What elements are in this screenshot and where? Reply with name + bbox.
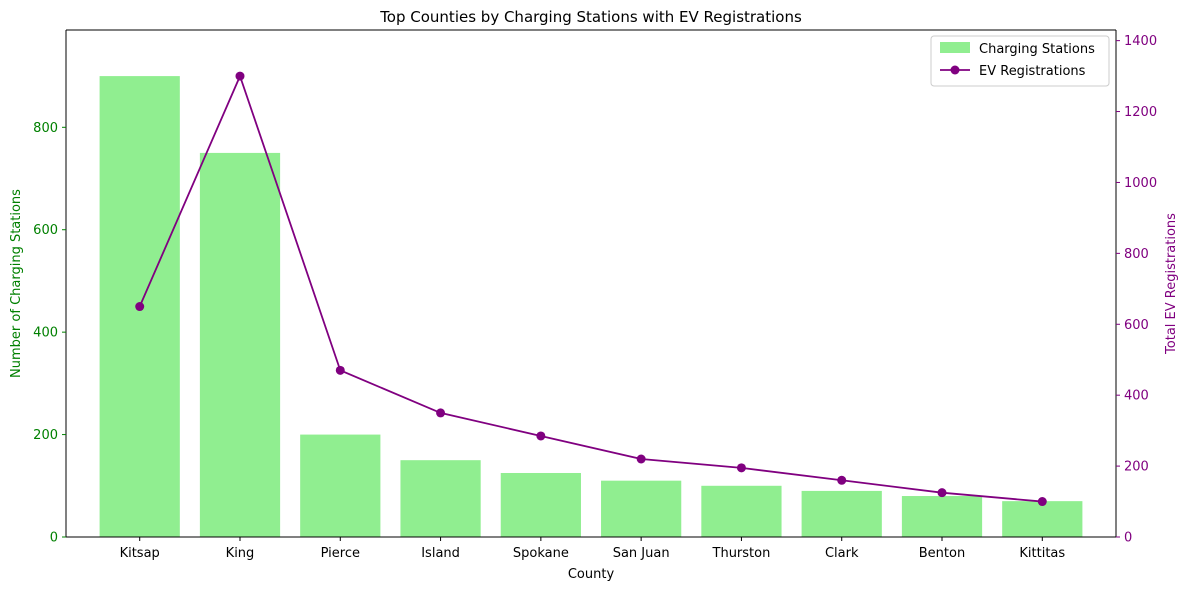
- bar-spokane: [500, 472, 581, 537]
- y-tick-label: 800: [33, 121, 58, 136]
- plot-area: Kitsap King Pierce Island Spokane San Juan Thu…: [33, 29, 1157, 561]
- y2-tick-label: 600: [1124, 318, 1149, 333]
- x-tick-label: King: [226, 546, 255, 561]
- y-axis-label: Number of Charging Stations: [9, 189, 24, 378]
- ev-registrations-point: [1037, 497, 1047, 507]
- x-tick-label: Kitsap: [120, 546, 160, 561]
- y2-tick-label: 400: [1124, 389, 1149, 404]
- y2-tick-label: 1200: [1124, 105, 1157, 120]
- ev-registrations-point: [536, 431, 546, 441]
- ev-registrations-point: [636, 454, 646, 464]
- bar-pierce: [300, 434, 381, 537]
- x-tick-label: Thurston: [712, 546, 771, 561]
- bar-san-juan: [601, 480, 682, 537]
- x-tick-label: Kittitas: [1019, 546, 1065, 561]
- ev-registrations-point: [837, 475, 847, 485]
- ev-registrations-point: [736, 463, 746, 473]
- bar-island: [400, 460, 481, 537]
- ev-registrations-point: [135, 302, 145, 312]
- y2-axis-label: Total EV Registrations: [1164, 213, 1179, 355]
- bar-thurston: [701, 485, 782, 537]
- legend-line-marker: [950, 65, 960, 75]
- x-tick-label: Island: [421, 546, 460, 561]
- y-tick-label: 600: [33, 223, 58, 238]
- y2-tick-label: 200: [1124, 460, 1149, 475]
- bar-benton: [901, 496, 983, 537]
- x-tick-label: San Juan: [613, 546, 670, 561]
- ev-registrations-point: [436, 408, 446, 418]
- bar-clark: [801, 490, 882, 537]
- ev-registrations-line: [138, 73, 1043, 503]
- ev-registrations-point: [937, 488, 947, 498]
- x-tick-label: Pierce: [321, 546, 360, 561]
- y2-tick-label: 1000: [1124, 176, 1157, 191]
- y2-tick-label: 800: [1124, 247, 1149, 262]
- chart-title: Top Counties by Charging Stations with E…: [379, 8, 802, 26]
- y-tick-label: 400: [33, 326, 58, 341]
- y2-tick-label: 1400: [1124, 34, 1157, 49]
- legend-label-charging-stations: Charging Stations: [979, 42, 1095, 57]
- bar-kittitas: [1002, 501, 1083, 537]
- legend-bar-swatch: [940, 42, 970, 53]
- ev-registrations-point: [335, 365, 345, 375]
- legend-label-ev-registrations: EV Registrations: [979, 64, 1086, 79]
- x-tick-label: Clark: [825, 546, 859, 561]
- ev-registrations-point: [235, 71, 245, 81]
- x-tick-label: Benton: [919, 546, 965, 561]
- y-tick-label: 200: [33, 428, 58, 443]
- y2-tick-label: 0: [1124, 531, 1132, 546]
- legend: Charging Stations EV Registrations: [930, 35, 1110, 87]
- bar-king: [199, 152, 281, 537]
- x-tick-label: Spokane: [513, 546, 569, 561]
- legend-box: [930, 35, 1110, 87]
- y-tick-label: 0: [50, 531, 58, 546]
- x-axis-label: County: [568, 567, 615, 582]
